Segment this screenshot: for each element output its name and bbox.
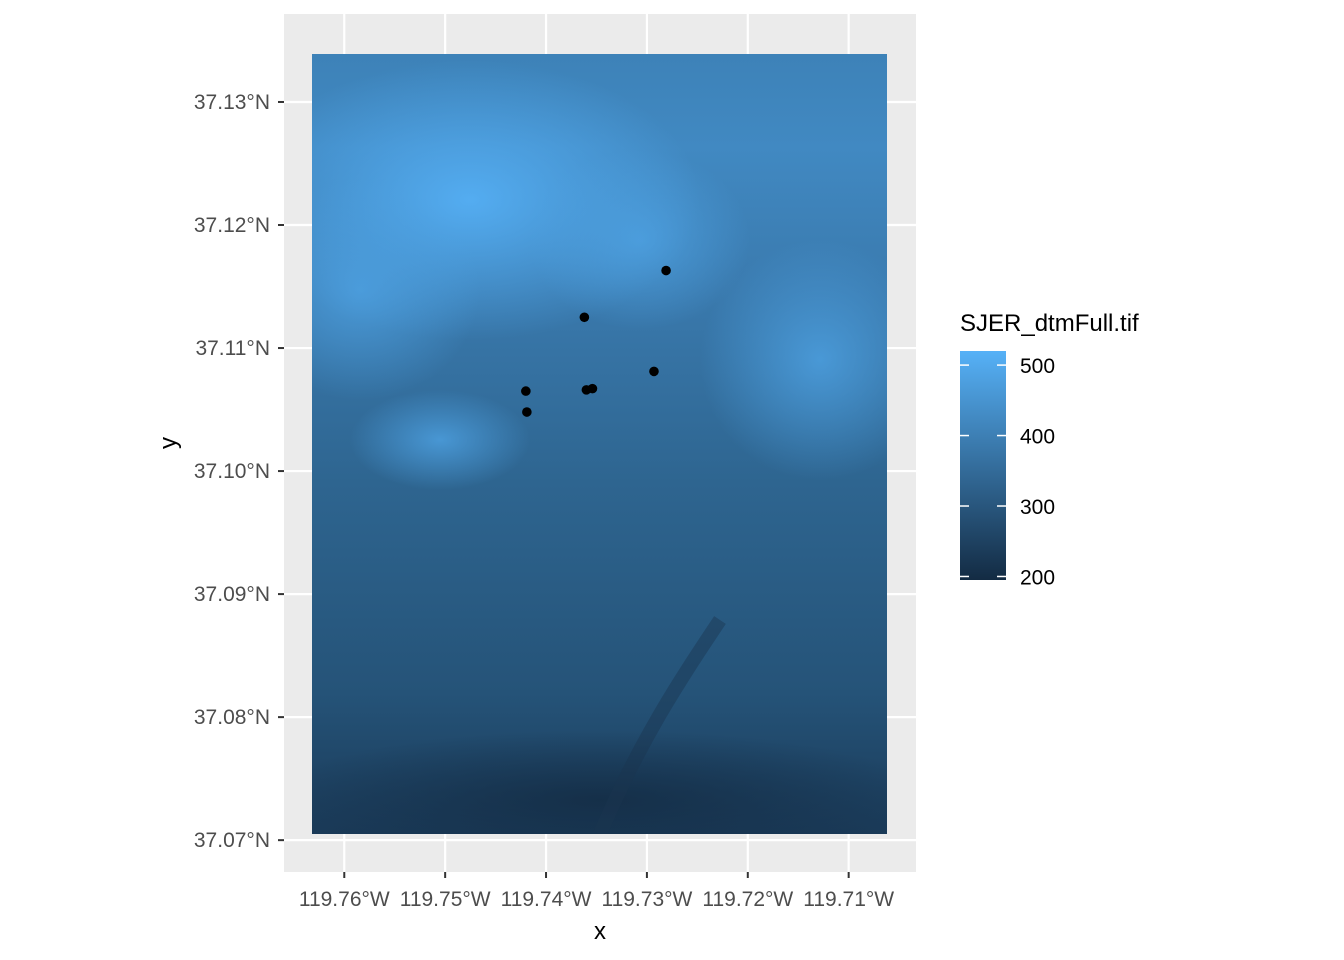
x-tick-label: 119.74°W <box>501 888 592 911</box>
x-tick-label: 119.73°W <box>601 888 692 911</box>
legend-title: SJER_dtmFull.tif <box>960 310 1139 337</box>
legend-colorbar <box>960 351 1006 580</box>
x-axis-title: x <box>594 918 606 945</box>
y-axis: 37.07°N 37.08°N 37.09°N 37.10°N 37.11°N 37.12… <box>194 91 284 852</box>
y-axis-title: y <box>155 437 182 449</box>
y-tick-label: 37.11°N <box>195 337 270 360</box>
y-tick-label: 37.09°N <box>194 583 270 606</box>
x-axis: 119.76°W 119.75°W 119.74°W 119.73°W 119.72°W… <box>299 872 894 911</box>
legend-label: 200 <box>1020 566 1055 589</box>
y-tick-label: 37.10°N <box>194 460 270 483</box>
legend: SJER_dtmFull.tif 500 400 300 200 <box>960 310 1139 589</box>
sample-point <box>579 312 590 323</box>
x-tick-label: 119.71°W <box>803 888 894 911</box>
y-tick-label: 37.07°N <box>194 829 270 852</box>
x-tick-label: 119.75°W <box>400 888 491 911</box>
sample-points <box>521 265 671 417</box>
x-tick-label: 119.76°W <box>299 888 390 911</box>
legend-label: 500 <box>1020 355 1055 378</box>
y-tick-label: 37.12°N <box>194 214 270 237</box>
elevation-raster <box>312 54 887 834</box>
sample-point <box>587 383 598 394</box>
legend-label: 400 <box>1020 426 1055 449</box>
y-tick-label: 37.08°N <box>194 706 270 729</box>
x-tick-label: 119.72°W <box>702 888 793 911</box>
sample-point <box>661 265 671 276</box>
sample-point <box>522 407 532 417</box>
sample-point <box>649 366 659 377</box>
sample-point <box>521 386 531 396</box>
y-tick-label: 37.13°N <box>194 91 270 114</box>
legend-label: 300 <box>1020 496 1055 519</box>
